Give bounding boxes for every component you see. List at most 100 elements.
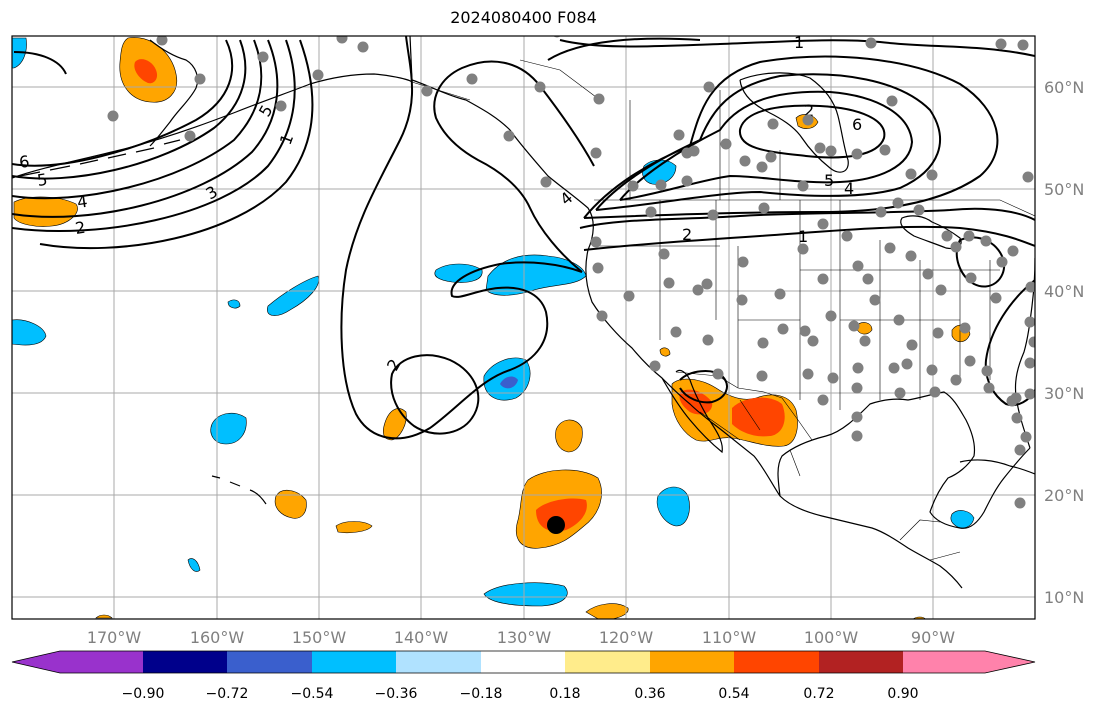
station-marker [965, 272, 977, 284]
station-marker [777, 323, 789, 335]
station-marker [645, 206, 657, 218]
lat-label-40n: 40°N [1044, 282, 1084, 301]
contour-label-11: 1 [798, 227, 808, 246]
shade-orange-tiny [335, 521, 373, 534]
station-marker [817, 218, 829, 230]
station-marker [357, 41, 369, 53]
border-canada-prov [519, 59, 781, 200]
station-marker [756, 370, 768, 382]
lon-label-140w: 140°W [394, 628, 449, 647]
coast-gulf [777, 391, 1031, 529]
station-marker [774, 288, 786, 300]
contour-1-mexico [679, 370, 728, 404]
cbar-tick-2: −0.72 [206, 686, 249, 702]
station-marker [817, 394, 829, 406]
coast-aleutians [19, 139, 181, 177]
station-marker [995, 38, 1007, 50]
border-us-canada [594, 199, 1035, 217]
coast-north-america [409, 36, 963, 589]
station-marker [1014, 444, 1026, 456]
station-marker [807, 335, 819, 347]
station-marker [592, 262, 604, 274]
contour-label-2: 2 [74, 218, 87, 238]
station-marker [959, 322, 971, 334]
contour-label-12: 1 [794, 33, 804, 52]
station-marker [929, 386, 941, 398]
station-marker [275, 100, 287, 112]
station-marker [926, 364, 938, 376]
cbar-tick-7: 0.36 [634, 686, 665, 702]
station-marker [312, 69, 324, 81]
border-central-am [899, 519, 961, 561]
colorbar-segment [903, 651, 1035, 673]
station-marker [905, 168, 917, 180]
shade-cyan-small1 [227, 299, 241, 309]
station-marker [926, 169, 938, 181]
coast-alaska [12, 73, 413, 179]
station-marker [720, 138, 732, 150]
station-marker [825, 145, 837, 157]
station-marker [906, 339, 918, 351]
station-marker [257, 51, 269, 63]
station-marker [841, 230, 853, 242]
shade-cyan-20n [656, 486, 690, 527]
lat-axis: 60°N 50°N 40°N 30°N 20°N 10°N [1044, 78, 1084, 607]
colorbar-segment [481, 651, 565, 673]
shade-cyan-145 [267, 275, 319, 316]
colorbar: −0.90 −0.72 −0.54 −0.36 −0.18 0.18 0.36 … [11, 650, 1036, 702]
cbar-tick-4: −0.36 [375, 686, 418, 702]
station-marker [1024, 388, 1035, 400]
cbar-tick-3: −0.54 [291, 686, 334, 702]
contour-label-5: 5 [36, 170, 49, 190]
station-marker [851, 411, 863, 423]
station-marker [894, 387, 906, 399]
coastlines [12, 36, 1035, 589]
cbar-tick-6: 0.18 [549, 686, 580, 702]
shade-cyan-yucatan [950, 510, 975, 529]
station-marker [983, 382, 995, 394]
lat-label-30n: 30°N [1044, 384, 1084, 403]
station-marker [817, 273, 829, 285]
lat-label-20n: 20°N [1044, 486, 1084, 505]
shade-cyan-westedge [12, 319, 47, 346]
lon-label-130w: 130°W [497, 628, 552, 647]
station-marker [765, 151, 777, 163]
station-marker [964, 355, 976, 367]
station-marker [888, 362, 900, 374]
station-marker [421, 85, 433, 97]
contour-label-9: 4 [844, 179, 854, 198]
station-marker [1017, 39, 1029, 51]
station-marker [884, 242, 896, 254]
coast-cuba [959, 459, 1035, 475]
shade-orange-se1 [855, 322, 873, 335]
contour-lines [12, 36, 1035, 440]
colorbar-segment [650, 651, 734, 673]
station-marker [663, 277, 675, 289]
station-marker [865, 37, 877, 49]
station-marker [540, 176, 552, 188]
station-marker [996, 256, 1008, 268]
station-marker [1011, 412, 1023, 424]
station-marker [707, 209, 719, 221]
lon-label-170w: 170°W [87, 628, 142, 647]
station-marker [739, 155, 751, 167]
lon-label-90w: 90°W [911, 628, 955, 647]
station-marker [852, 362, 864, 374]
station-marker [1024, 357, 1035, 369]
borders [409, 36, 1035, 561]
station-marker [950, 374, 962, 386]
station-marker [886, 95, 898, 107]
station-marker [534, 81, 546, 93]
border-states-w [594, 200, 801, 400]
station-marker [893, 314, 905, 326]
border-states-c [799, 200, 1000, 410]
station-marker [767, 118, 779, 130]
station-marker [797, 180, 809, 192]
station-marker [336, 36, 348, 44]
lon-label-160w: 160°W [190, 628, 245, 647]
station-marker [503, 130, 515, 142]
cbar-tick-5: −0.18 [460, 686, 503, 702]
shade-orange-bottom [585, 603, 629, 619]
contour-1-canada [583, 225, 1035, 251]
station-marker [814, 142, 826, 154]
